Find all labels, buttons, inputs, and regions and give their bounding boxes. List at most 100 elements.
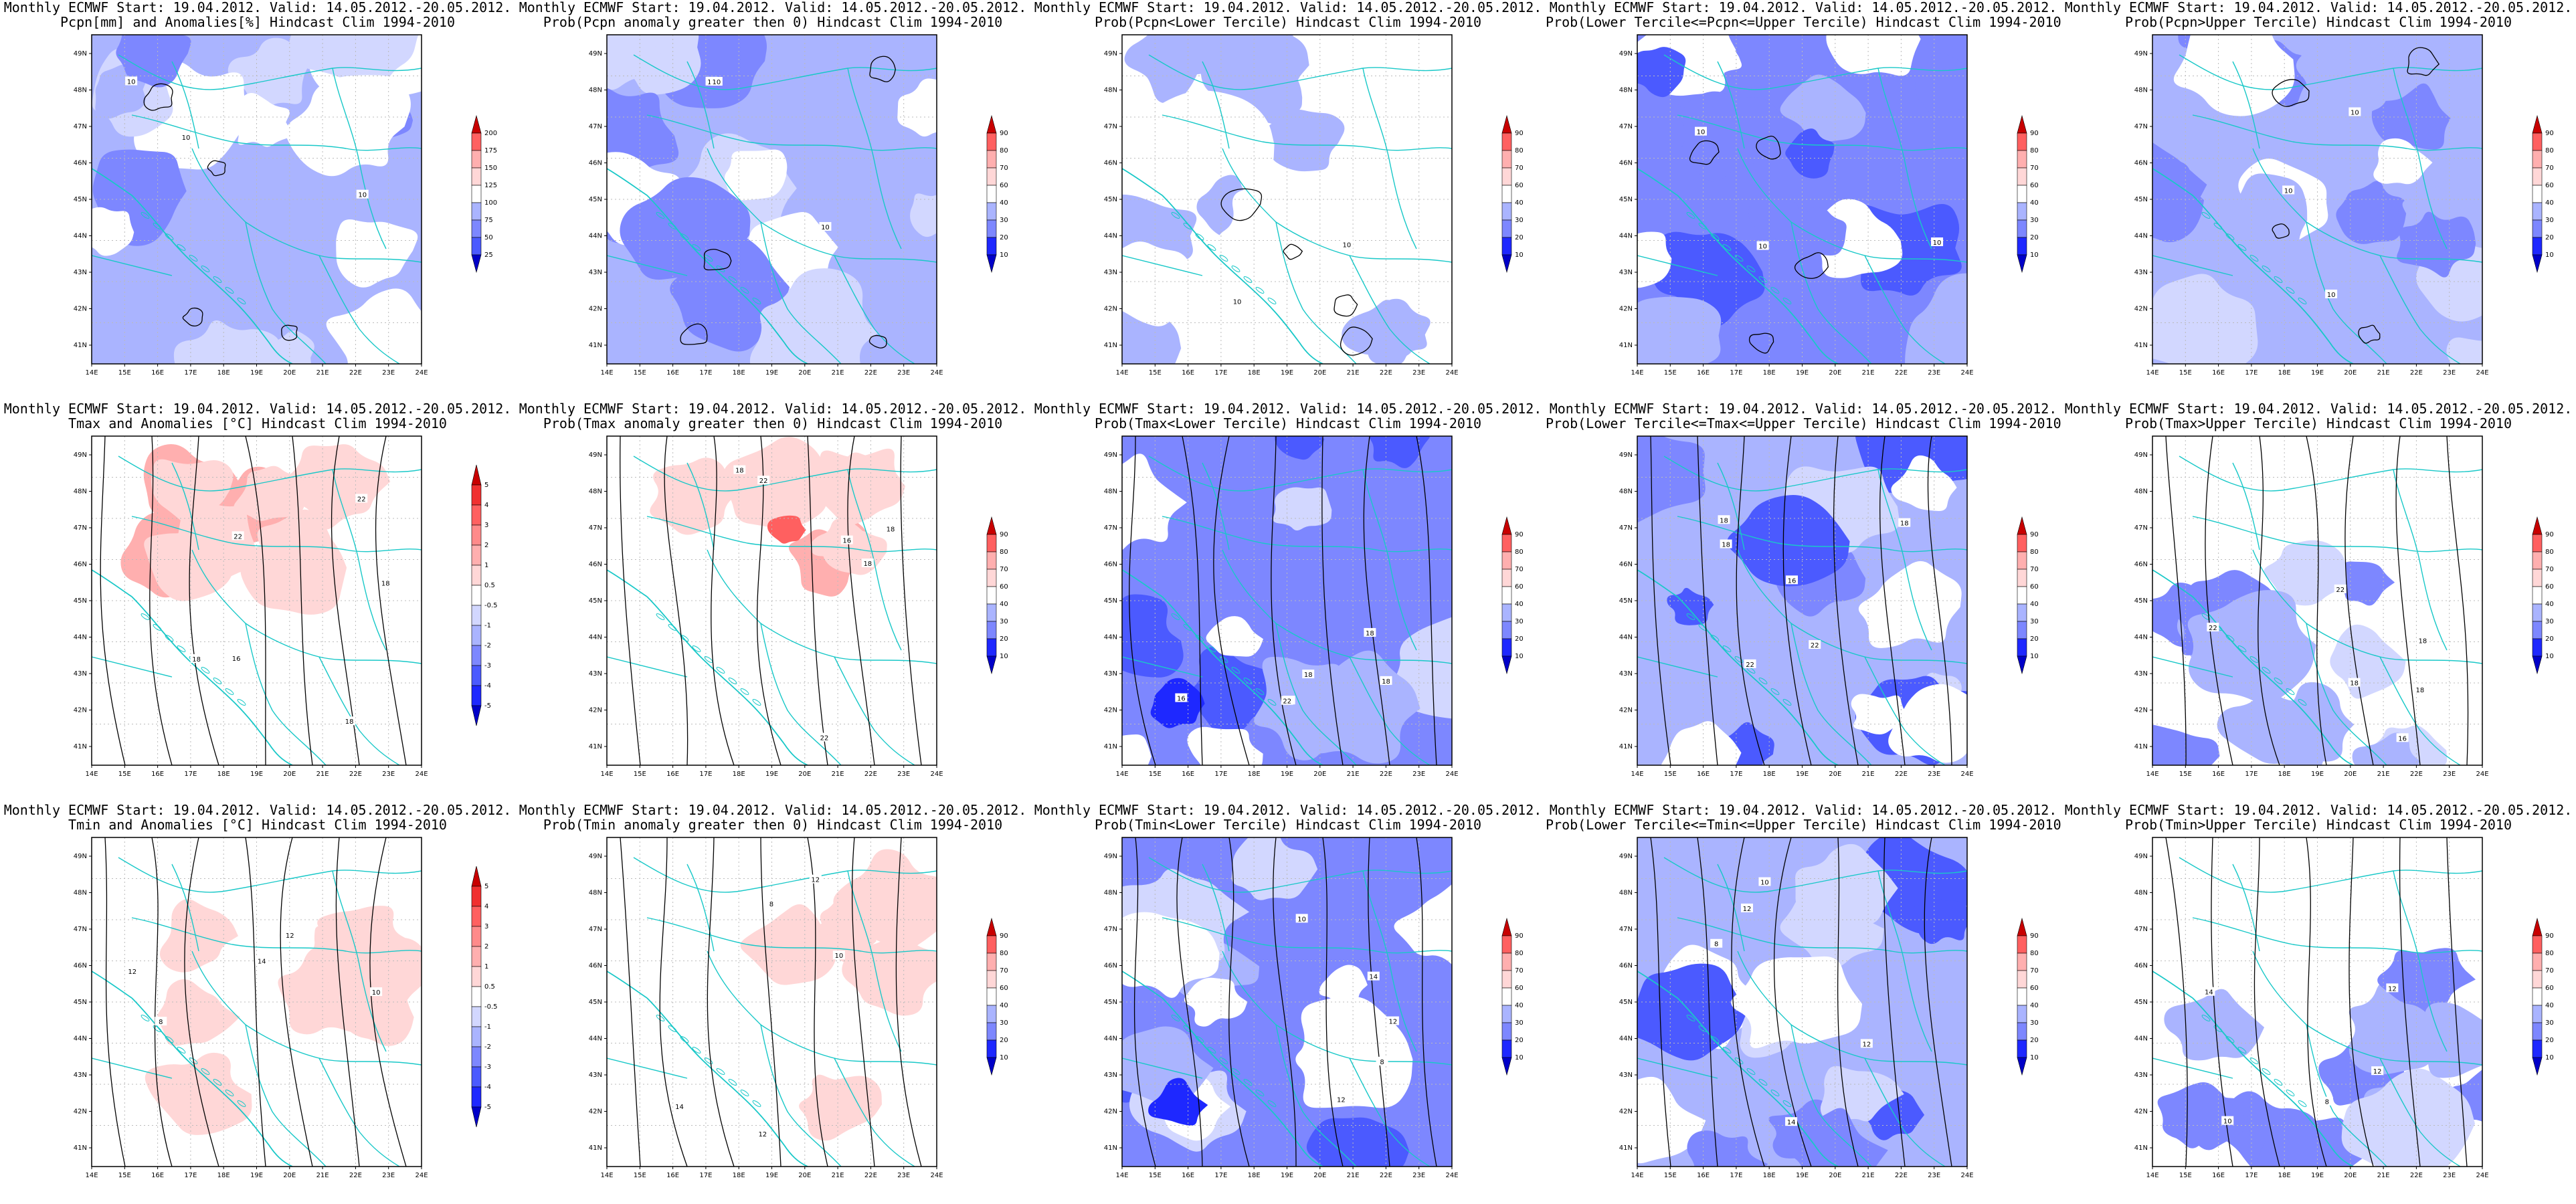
colorbar-level-label: 4 [484,502,488,509]
lon-tick-label: 21E [832,1172,844,1179]
lat-tick-label: 42N [74,1108,87,1116]
country-border [318,656,400,765]
colorbar: 10 20 30 40 60 70 80 90 [2017,516,2039,675]
country-border [847,469,902,651]
lon-tick-label: 15E [1149,1172,1162,1179]
map-figure: 22 18 18 22 16 18 14E 15E 16E 17E 18E 19E 20E 21E 22E 2… [1619,435,2039,778]
lat-tick-label: 49N [2134,452,2148,459]
country-border [707,950,937,1066]
country-border [1349,1058,1431,1167]
lat-tick-label: 44N [589,634,602,641]
lon-tick-label: 20E [1829,369,1841,377]
colorbar-level-label: 30 [2030,618,2039,625]
lon-tick-label: 14E [2146,1172,2158,1179]
contour-line [620,436,641,765]
country-border [1349,255,1431,364]
contour-label: 14 [675,1104,684,1111]
lat-tick-label: 49N [589,853,602,860]
colorbar-level-label: 20 [2030,234,2039,241]
shaded-area [1342,300,1414,358]
lon-tick-label: 22E [349,369,362,377]
lat-tick-label: 47N [74,524,87,532]
shaded-area [1928,284,1967,342]
contour-line [151,837,173,1167]
lon-tick-label: 17E [184,771,197,778]
lat-tick-label: 42N [589,1108,602,1116]
coastline [2192,997,2354,1167]
lon-tick-label: 24E [930,1172,943,1179]
lat-tick-label: 41N [1619,743,1633,750]
colorbar-level-label: 30 [2545,217,2554,224]
lon-tick-label: 24E [930,771,943,778]
lon-tick-label: 24E [415,771,428,778]
colorbar-level-label: 80 [2545,147,2554,155]
lat-tick-label: 47N [1104,123,1117,130]
lat-tick-label: 46N [1104,963,1117,970]
contour-label: 22 [2336,587,2344,594]
panel-title-line1: Monthly ECMWF Start: 19.04.2012. Valid: … [1549,802,2057,818]
country-border [1162,516,1452,553]
contour-label: 22 [1746,662,1754,669]
colorbar-level-label: 70 [2545,165,2554,172]
shaded-area [897,78,937,137]
country-border [1864,1058,1946,1167]
colorbar-level-label: 30 [2030,217,2039,224]
lon-tick-label: 21E [316,771,329,778]
map-panel: Monthly ECMWF Start: 19.04.2012. Valid: … [515,0,1030,401]
colorbar-level-label: 175 [484,147,497,155]
lon-tick-label: 14E [85,1172,98,1179]
lat-tick-label: 45N [2134,999,2148,1006]
shaded-area [336,219,418,288]
colorbar-level-label: 80 [1515,147,1524,155]
lat-tick-label: 41N [74,743,87,750]
lon-tick-label: 24E [2476,1172,2488,1179]
contour-label: 14 [2205,989,2213,997]
shaded-area [1637,963,1748,1061]
lon-tick-label: 23E [1412,369,1425,377]
shaded-area [2296,35,2410,121]
lat-tick-label: 49N [1104,50,1117,58]
colorbar-level-label: 20 [1515,234,1524,241]
lat-tick-label: 49N [1104,853,1117,860]
shaded-area [857,875,937,942]
colorbar: 10 20 30 40 60 70 80 90 [986,114,1008,274]
country-border [1122,255,1203,276]
shaded-area [1122,734,1152,765]
contour-line [851,837,875,1167]
lat-tick-label: 43N [1104,269,1117,276]
colorbar-level-label: 40 [1000,601,1008,608]
country-border [2192,516,2482,553]
country-border [607,255,688,276]
contour-label: 18 [887,526,895,534]
country-border [92,1058,173,1079]
shaded-area [1150,678,1205,728]
colorbar-level-label: 60 [2545,182,2554,189]
panel-title-line2: Prob(Pcpn>Upper Tercile) Hindcast Clim 1… [2125,14,2512,30]
shaded-area [814,452,901,514]
contour-label: 18 [735,468,744,475]
lon-tick-label: 20E [798,771,811,778]
contour-line [1756,135,1781,160]
country-border [2152,1058,2233,1079]
shaded-area [284,444,391,530]
lon-tick-label: 17E [184,1172,197,1179]
lon-tick-label: 16E [1182,369,1194,377]
contour-line [680,323,708,345]
contour-label: 10 [2351,110,2359,117]
shaded-area [767,515,806,544]
lat-tick-label: 46N [1104,160,1117,167]
contour-label: 10 [835,952,844,960]
coastline [131,997,293,1167]
country-border [607,656,688,678]
lat-tick-label: 43N [589,670,602,678]
colorbar-level-label: 50 [484,234,493,241]
colorbar-level-label: 20 [2545,1037,2554,1044]
lon-tick-label: 15E [1664,771,1677,778]
colorbar: 10 20 30 40 60 70 80 90 [2532,114,2554,274]
lat-tick-label: 43N [589,269,602,276]
panel-title-line2: Tmin and Anomalies [°C] Hindcast Clim 19… [68,817,447,833]
panel-title-line1: Monthly ECMWF Start: 19.04.2012. Valid: … [1549,0,2057,15]
country-border [2379,656,2461,765]
shaded-area [1233,35,1293,68]
country-border [2252,148,2482,263]
